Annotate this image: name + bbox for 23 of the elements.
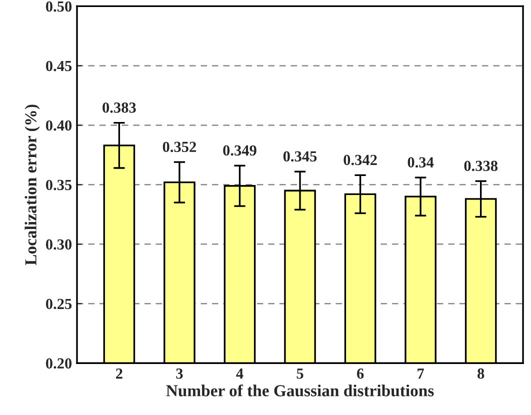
x-tick-label: 5 [296,368,304,379]
data-label: 0.352 [162,142,196,152]
x-tick-label: 6 [356,368,364,379]
data-label: 0.342 [344,154,377,166]
x-tick-label: 8 [478,368,484,379]
data-label: 0.338 [464,160,498,172]
y-axis-title: Localization error (%) [24,104,40,266]
data-label: 0.345 [283,151,317,162]
data-label: 0.383 [102,102,136,113]
data-label: 0.349 [223,145,256,156]
y-tick-label: 0.25 [46,298,72,310]
x-tick-label: 7 [418,368,424,379]
y-tick-label: 0.40 [46,120,72,131]
x-axis-title: Number of the Gaussian distributions [166,384,434,396]
y-tick-label: 0.20 [46,358,72,369]
x-tick-label: 4 [236,368,244,379]
y-tick-label: 0.30 [46,239,72,250]
y-tick-label: 0.45 [46,60,72,72]
y-tick-label: 0.50 [46,1,72,12]
y-tick-label: 0.35 [46,180,72,190]
x-tick-label: 3 [176,368,183,379]
x-tick-label: 2 [116,368,122,379]
data-label: 0.34 [408,157,434,168]
